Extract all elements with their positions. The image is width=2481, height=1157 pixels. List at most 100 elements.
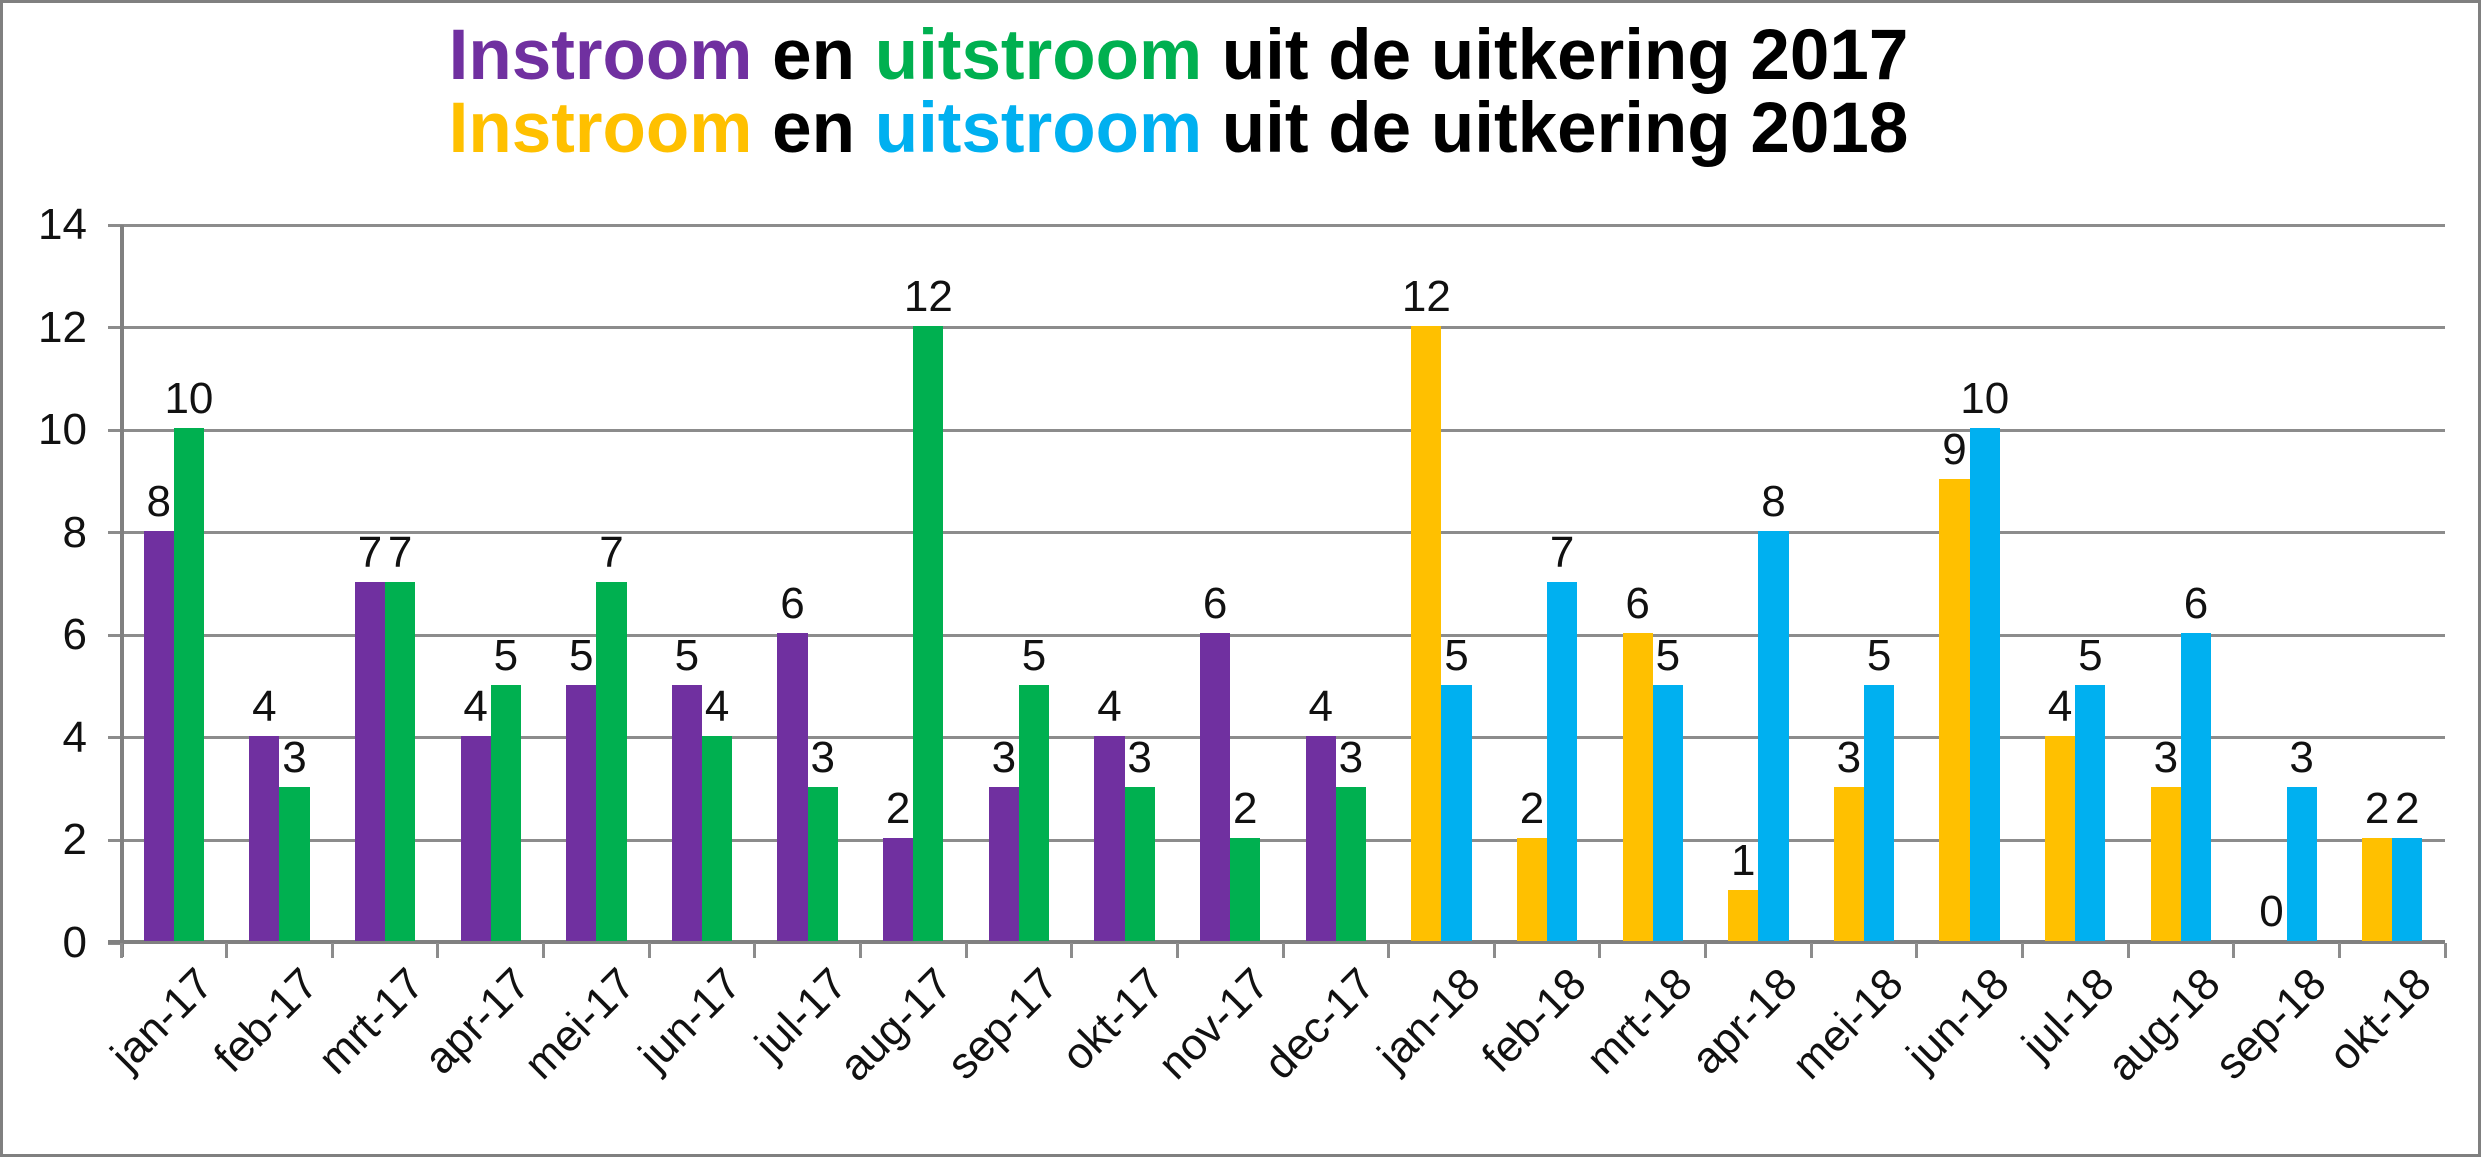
bar-value-label-instroom-apr-17: 4: [463, 681, 488, 731]
x-axis-tick: [1070, 943, 1074, 958]
x-axis-tick: [753, 943, 757, 958]
bar-value-label-uitstroom-mei-18: 5: [1866, 630, 1892, 680]
x-axis-tick: [1175, 943, 1179, 958]
x-axis-tick: [1598, 943, 1602, 958]
bar-uitstroom-jun-18: [1969, 428, 2000, 941]
x-axis-tick: [2126, 943, 2130, 958]
bar-uitstroom-jul-17: [807, 787, 838, 941]
bar-value-label-uitstroom-mrt-18: 5: [1655, 630, 1681, 680]
y-axis-tick-12: [108, 326, 121, 330]
bar-value-label-instroom-okt-17: 4: [1097, 681, 1122, 731]
y-axis-label: 6: [62, 610, 87, 660]
x-axis-tick: [647, 943, 651, 958]
bar-uitstroom-jan-18: [1441, 684, 1472, 941]
bar-uitstroom-apr-18: [1758, 530, 1789, 941]
bar-uitstroom-jun-17: [702, 735, 733, 941]
bar-uitstroom-jul-18: [2075, 684, 2106, 941]
bar-uitstroom-aug-18: [2180, 633, 2212, 941]
y-axis-label: 4: [62, 712, 87, 762]
x-axis-tick: [119, 943, 123, 958]
bar-value-label-uitstroom-sep-17: 5: [1021, 630, 1047, 680]
bar-value-label-instroom-mei-17: 5: [569, 630, 594, 680]
x-axis-tick: [1492, 943, 1496, 958]
bar-value-label-instroom-sep-17: 3: [991, 733, 1017, 783]
gridline-y-4: [121, 736, 2445, 740]
title-en-2018: en: [752, 89, 875, 169]
bar-uitstroom-jan-17: [173, 428, 204, 941]
bar-value-label-uitstroom-nov-17: 2: [1233, 784, 1258, 834]
bar-instroom-sep-17: [988, 787, 1019, 941]
title-rest-2017: uit de uitkering 2017: [1202, 16, 1909, 95]
y-axis-label: 10: [38, 405, 87, 455]
bar-instroom-apr-17: [460, 735, 491, 941]
title-rest-2018: uit de uitkering 2018: [1202, 89, 1909, 169]
y-axis-tick-8: [108, 531, 121, 535]
y-axis-line: [120, 225, 124, 957]
bar-uitstroom-mrt-18: [1652, 684, 1683, 941]
x-axis-tick: [330, 943, 334, 958]
bar-value-label-uitstroom-feb-17: 3: [282, 733, 307, 783]
title-en-2017: en: [752, 16, 875, 95]
bar-instroom-feb-17: [249, 735, 280, 941]
gridline-y-12: [121, 326, 2445, 330]
bar-instroom-mei-17: [566, 684, 597, 941]
gridline-y-14: [121, 223, 2445, 227]
bar-uitstroom-apr-17: [490, 684, 521, 941]
bar-instroom-apr-18: [1728, 889, 1759, 941]
bar-uitstroom-feb-18: [1547, 582, 1578, 941]
bar-uitstroom-sep-17: [1018, 684, 1050, 941]
bar-uitstroom-aug-17: [913, 325, 944, 941]
bar-value-label-uitstroom-okt-18: 2: [2395, 784, 2420, 834]
y-axis-tick-2: [108, 838, 121, 842]
bar-value-label-uitstroom-mei-17: 7: [599, 528, 624, 577]
bar-uitstroom-sep-18: [2286, 787, 2317, 941]
bar-value-label-uitstroom-apr-17: 5: [493, 630, 519, 680]
bar-instroom-feb-18: [1516, 838, 1548, 941]
title-instroom-2018: Instroom: [448, 89, 753, 169]
x-axis-tick: [2232, 943, 2236, 958]
bar-value-label-uitstroom-jun-18: 10: [1960, 374, 2010, 424]
bar-value-label-uitstroom-apr-18: 8: [1761, 476, 1786, 526]
x-axis-line: [108, 940, 2445, 944]
bar-uitstroom-mrt-17: [385, 582, 416, 941]
title-uitstroom-2018: uitstroom: [874, 89, 1203, 169]
title-instroom-2017: Instroom: [448, 16, 753, 95]
chart-title-line-2018: Instroom en uitstroom uit de uitkering 2…: [3, 89, 2416, 169]
bar-instroom-mei-18: [1833, 787, 1864, 941]
bar-value-label-instroom-mei-18: 3: [1836, 733, 1862, 783]
bar-uitstroom-mei-17: [596, 582, 627, 941]
x-axis-tick: [858, 943, 862, 958]
x-axis-tick: [964, 943, 968, 958]
x-axis-tick: [1704, 943, 1708, 958]
bar-instroom-mrt-18: [1622, 633, 1653, 941]
y-axis-tick-6: [108, 633, 121, 637]
x-axis-tick: [2443, 943, 2447, 958]
bar-instroom-jan-18: [1411, 325, 1442, 941]
title-uitstroom-2017: uitstroom: [874, 16, 1203, 95]
y-axis-tick-4: [108, 736, 121, 740]
bar-uitstroom-dec-17: [1335, 787, 1366, 941]
bar-value-label-instroom-mrt-18: 6: [1625, 579, 1650, 629]
chart-title: Instroom en uitstroom uit de uitkering 2…: [3, 16, 2416, 169]
bar-value-label-uitstroom-okt-17: 3: [1127, 733, 1152, 783]
bar-instroom-okt-18: [2362, 838, 2393, 941]
bar-value-label-instroom-aug-17: 2: [885, 784, 911, 834]
bar-instroom-jul-18: [2045, 735, 2076, 941]
bar-value-label-instroom-feb-18: 2: [1519, 784, 1545, 834]
bar-value-label-uitstroom-aug-18: 6: [2183, 579, 2209, 629]
x-axis-tick: [1281, 943, 1285, 958]
bar-uitstroom-mei-18: [1864, 684, 1895, 941]
y-axis-label: 8: [62, 507, 87, 557]
bar-instroom-okt-17: [1094, 735, 1125, 941]
bar-uitstroom-nov-17: [1230, 838, 1261, 941]
bar-uitstroom-okt-18: [2392, 838, 2423, 941]
bar-value-label-instroom-jun-18: 9: [1942, 425, 1967, 475]
x-axis-tick: [2020, 943, 2024, 958]
bar-value-label-instroom-apr-18: 1: [1731, 835, 1756, 885]
bar-instroom-jun-17: [671, 684, 702, 941]
bar-value-label-uitstroom-jun-17: 4: [704, 681, 730, 731]
x-axis-tick: [542, 943, 546, 958]
bar-value-label-uitstroom-jan-17: 10: [164, 374, 214, 424]
y-axis-tick-14: [108, 223, 121, 227]
